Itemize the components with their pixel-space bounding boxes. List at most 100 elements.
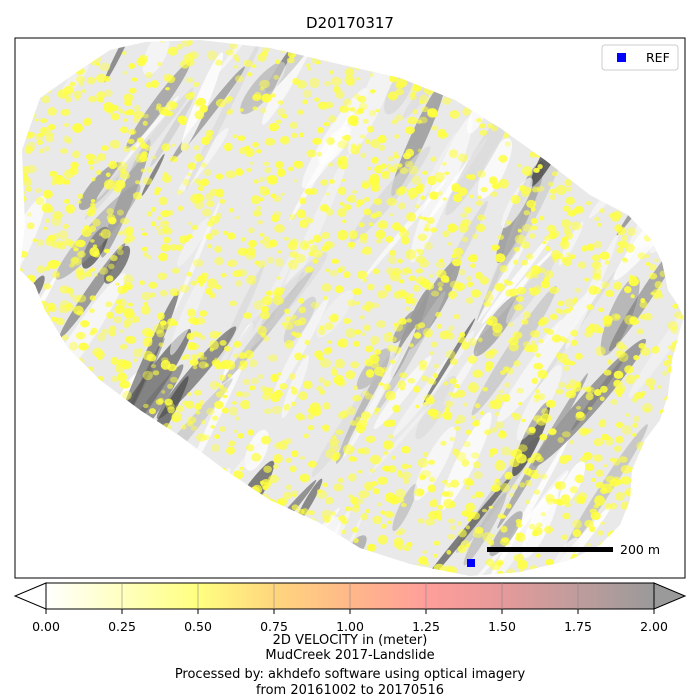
velocity-point [289, 238, 299, 246]
velocity-point [582, 452, 593, 461]
velocity-point [465, 207, 473, 214]
velocity-point [260, 332, 267, 338]
velocity-point [142, 120, 148, 126]
velocity-point [382, 440, 394, 450]
velocity-point [564, 308, 571, 314]
velocity-point [268, 474, 279, 484]
velocity-point [171, 411, 182, 423]
velocity-point [624, 315, 635, 325]
velocity-point [169, 156, 179, 163]
velocity-point [288, 373, 296, 380]
velocity-point [549, 188, 557, 194]
velocity-point [562, 512, 571, 520]
terrain-streak [273, 296, 329, 395]
velocity-point [161, 390, 166, 394]
terrain-streak [373, 355, 432, 430]
velocity-point [117, 209, 124, 216]
velocity-point [563, 227, 571, 235]
velocity-point [558, 381, 566, 388]
velocity-point [142, 177, 153, 185]
velocity-point [343, 318, 352, 324]
velocity-point [593, 504, 600, 509]
velocity-point [274, 442, 283, 450]
velocity-point [446, 549, 452, 555]
velocity-point [85, 153, 96, 161]
velocity-point [370, 138, 380, 149]
velocity-point [142, 113, 149, 119]
velocity-point [143, 301, 149, 307]
velocity-point [413, 332, 422, 339]
velocity-point [387, 344, 396, 352]
velocity-point [195, 332, 202, 338]
velocity-point [367, 283, 375, 291]
velocity-point [617, 392, 622, 398]
velocity-point [613, 379, 621, 387]
velocity-point [498, 430, 506, 437]
velocity-point [316, 60, 321, 65]
velocity-point [378, 382, 384, 386]
velocity-point [466, 281, 474, 288]
velocity-point [96, 333, 106, 342]
velocity-point [518, 402, 523, 406]
velocity-point [574, 474, 585, 484]
velocity-point [326, 208, 334, 216]
velocity-point [382, 383, 391, 391]
velocity-point [270, 93, 276, 98]
velocity-point [215, 98, 227, 108]
velocity-point [404, 547, 409, 551]
velocity-point [584, 277, 589, 282]
velocity-point [657, 385, 662, 389]
velocity-point [334, 285, 344, 294]
velocity-point [99, 62, 111, 72]
velocity-point [239, 108, 244, 112]
velocity-point [539, 316, 549, 325]
velocity-point [404, 267, 411, 274]
velocity-point [260, 107, 267, 114]
velocity-point [448, 392, 454, 397]
velocity-point [259, 232, 265, 237]
velocity-point [249, 359, 258, 368]
velocity-point [219, 426, 227, 432]
velocity-point [195, 410, 201, 415]
velocity-point [324, 101, 334, 109]
velocity-point [252, 106, 258, 111]
velocity-point [471, 452, 480, 459]
velocity-point [426, 217, 435, 224]
velocity-point [182, 400, 188, 406]
velocity-point [250, 377, 259, 385]
velocity-point [117, 285, 126, 295]
velocity-point [410, 92, 417, 98]
colorbar-tick-label: 1.75 [564, 619, 592, 634]
velocity-point [415, 255, 426, 264]
velocity-point [631, 396, 639, 403]
velocity-point [115, 282, 120, 286]
velocity-point [500, 483, 511, 493]
velocity-point [317, 126, 324, 134]
velocity-point [131, 319, 136, 324]
velocity-point [276, 168, 286, 177]
velocity-point [442, 411, 453, 420]
velocity-point [85, 117, 92, 123]
velocity-point [131, 77, 138, 82]
velocity-point [509, 458, 520, 468]
velocity-point [365, 508, 371, 514]
velocity-point [345, 506, 352, 512]
velocity-point [291, 388, 299, 395]
velocity-point [535, 352, 541, 358]
velocity-point [343, 134, 351, 142]
velocity-point [523, 467, 532, 476]
velocity-point [594, 216, 600, 222]
velocity-point [488, 453, 494, 458]
velocity-point [498, 561, 503, 565]
velocity-point [479, 123, 486, 129]
velocity-point [667, 321, 679, 331]
velocity-point [308, 251, 314, 257]
velocity-point [306, 63, 311, 68]
velocity-point [371, 341, 376, 346]
velocity-point [406, 116, 418, 125]
velocity-point [172, 320, 179, 326]
velocity-point [108, 325, 117, 333]
velocity-point [530, 340, 536, 345]
velocity-point [108, 110, 114, 115]
